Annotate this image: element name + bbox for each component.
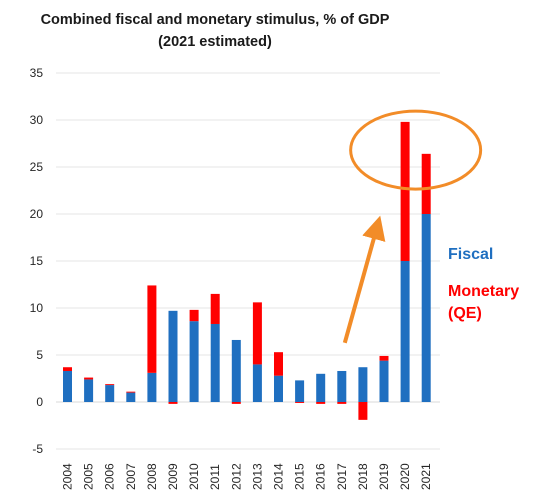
- x-tick-label: 2014: [272, 463, 286, 490]
- bar-monetary-2008: [147, 285, 157, 373]
- bar-fiscal-2018: [358, 367, 368, 402]
- bar-monetary-2009: [168, 402, 178, 404]
- bar-monetary-2018: [358, 402, 368, 420]
- y-tick-label: 20: [30, 207, 44, 221]
- bar-fiscal-2017: [337, 370, 347, 402]
- x-tick-label: 2016: [314, 463, 328, 490]
- y-tick-label: 0: [36, 395, 43, 409]
- bar-fiscal-2007: [126, 392, 136, 402]
- x-tick-label: 2006: [103, 463, 117, 490]
- y-axis-ticks: -5 0 5 10 15 20 25 30 35: [30, 66, 44, 456]
- chart-subtitle: (2021 estimated): [158, 34, 272, 50]
- y-tick-label: 30: [30, 113, 44, 127]
- chart-title: Combined fiscal and monetary stimulus, %…: [40, 12, 390, 28]
- x-tick-label: 2011: [208, 464, 222, 490]
- y-tick-label: 10: [30, 301, 44, 315]
- bar-fiscal-2014: [274, 375, 283, 402]
- x-tick-label: 2007: [124, 463, 138, 490]
- bar-monetary-2006: [105, 384, 115, 386]
- x-tick-label: 2004: [61, 463, 75, 490]
- bar-fiscal-2006: [105, 385, 115, 402]
- y-tick-label: 5: [36, 348, 43, 362]
- x-tick-label: 2020: [398, 463, 412, 490]
- bar-fiscal-2011: [210, 323, 220, 402]
- x-tick-label: 2012: [229, 463, 243, 490]
- bar-fiscal-2009: [168, 310, 178, 402]
- x-axis-ticks: 2004 2005 2006 2007 2008 2009 2010 2011 2012 2013…: [61, 463, 434, 490]
- x-tick-label: 2017: [335, 463, 349, 490]
- bar-fiscal-2005: [84, 379, 94, 402]
- y-tick-label: 15: [30, 254, 44, 268]
- bar-monetary-2012: [231, 402, 241, 404]
- bar-monetary-2015: [295, 402, 305, 403]
- legend-monetary: Monetary: [448, 283, 520, 300]
- x-tick-label: 2015: [293, 463, 307, 490]
- bar-monetary-2019: [379, 355, 389, 361]
- bar-monetary-2021: [421, 153, 431, 214]
- y-tick-label: 25: [30, 160, 44, 174]
- bar-fiscal-2019: [379, 360, 389, 402]
- trend-arrow: [342, 215, 386, 344]
- bar-monetary-2020: [400, 121, 410, 261]
- gridlines: [56, 72, 440, 450]
- x-tick-label: 2009: [166, 463, 180, 490]
- legend-monetary-qe: (QE): [448, 305, 482, 322]
- bar-fiscal-2015: [295, 380, 305, 402]
- annotations: [342, 109, 483, 344]
- bar-monetary-2010: [189, 309, 199, 322]
- bar-fiscal-2013: [252, 364, 262, 402]
- bar-fiscal-2012: [231, 339, 241, 402]
- bar-fiscal-2010: [189, 321, 199, 402]
- x-tick-label: 2008: [145, 463, 159, 490]
- x-tick-label: 2013: [250, 463, 264, 490]
- bar-fiscal-2020: [400, 261, 410, 402]
- x-tick-label: 2018: [356, 463, 370, 490]
- bar-monetary-2004: [63, 367, 72, 371]
- bar-monetary-2017: [337, 402, 347, 404]
- x-tick-label: 2021: [419, 463, 433, 490]
- bar-monetary-2014: [274, 352, 283, 376]
- highlight-ellipse: [349, 109, 483, 191]
- x-tick-label: 2010: [187, 463, 201, 490]
- bar-monetary-2007: [126, 391, 136, 393]
- x-tick-label: 2005: [82, 463, 96, 490]
- legend-fiscal: Fiscal: [448, 246, 494, 263]
- y-tick-label: 35: [30, 66, 44, 80]
- bar-monetary-2011: [210, 293, 220, 324]
- bar-fiscal-2021: [421, 214, 431, 402]
- bar-fiscal-2008: [147, 372, 157, 402]
- bar-monetary-2016: [316, 402, 326, 404]
- x-tick-label: 2019: [377, 463, 391, 490]
- bar-fiscal-2004: [63, 370, 72, 402]
- bar-monetary-2013: [252, 302, 262, 365]
- bar-fiscal-2016: [316, 373, 326, 402]
- bar-monetary-2005: [84, 377, 94, 380]
- y-tick-label: -5: [32, 442, 43, 456]
- bars: [63, 121, 431, 420]
